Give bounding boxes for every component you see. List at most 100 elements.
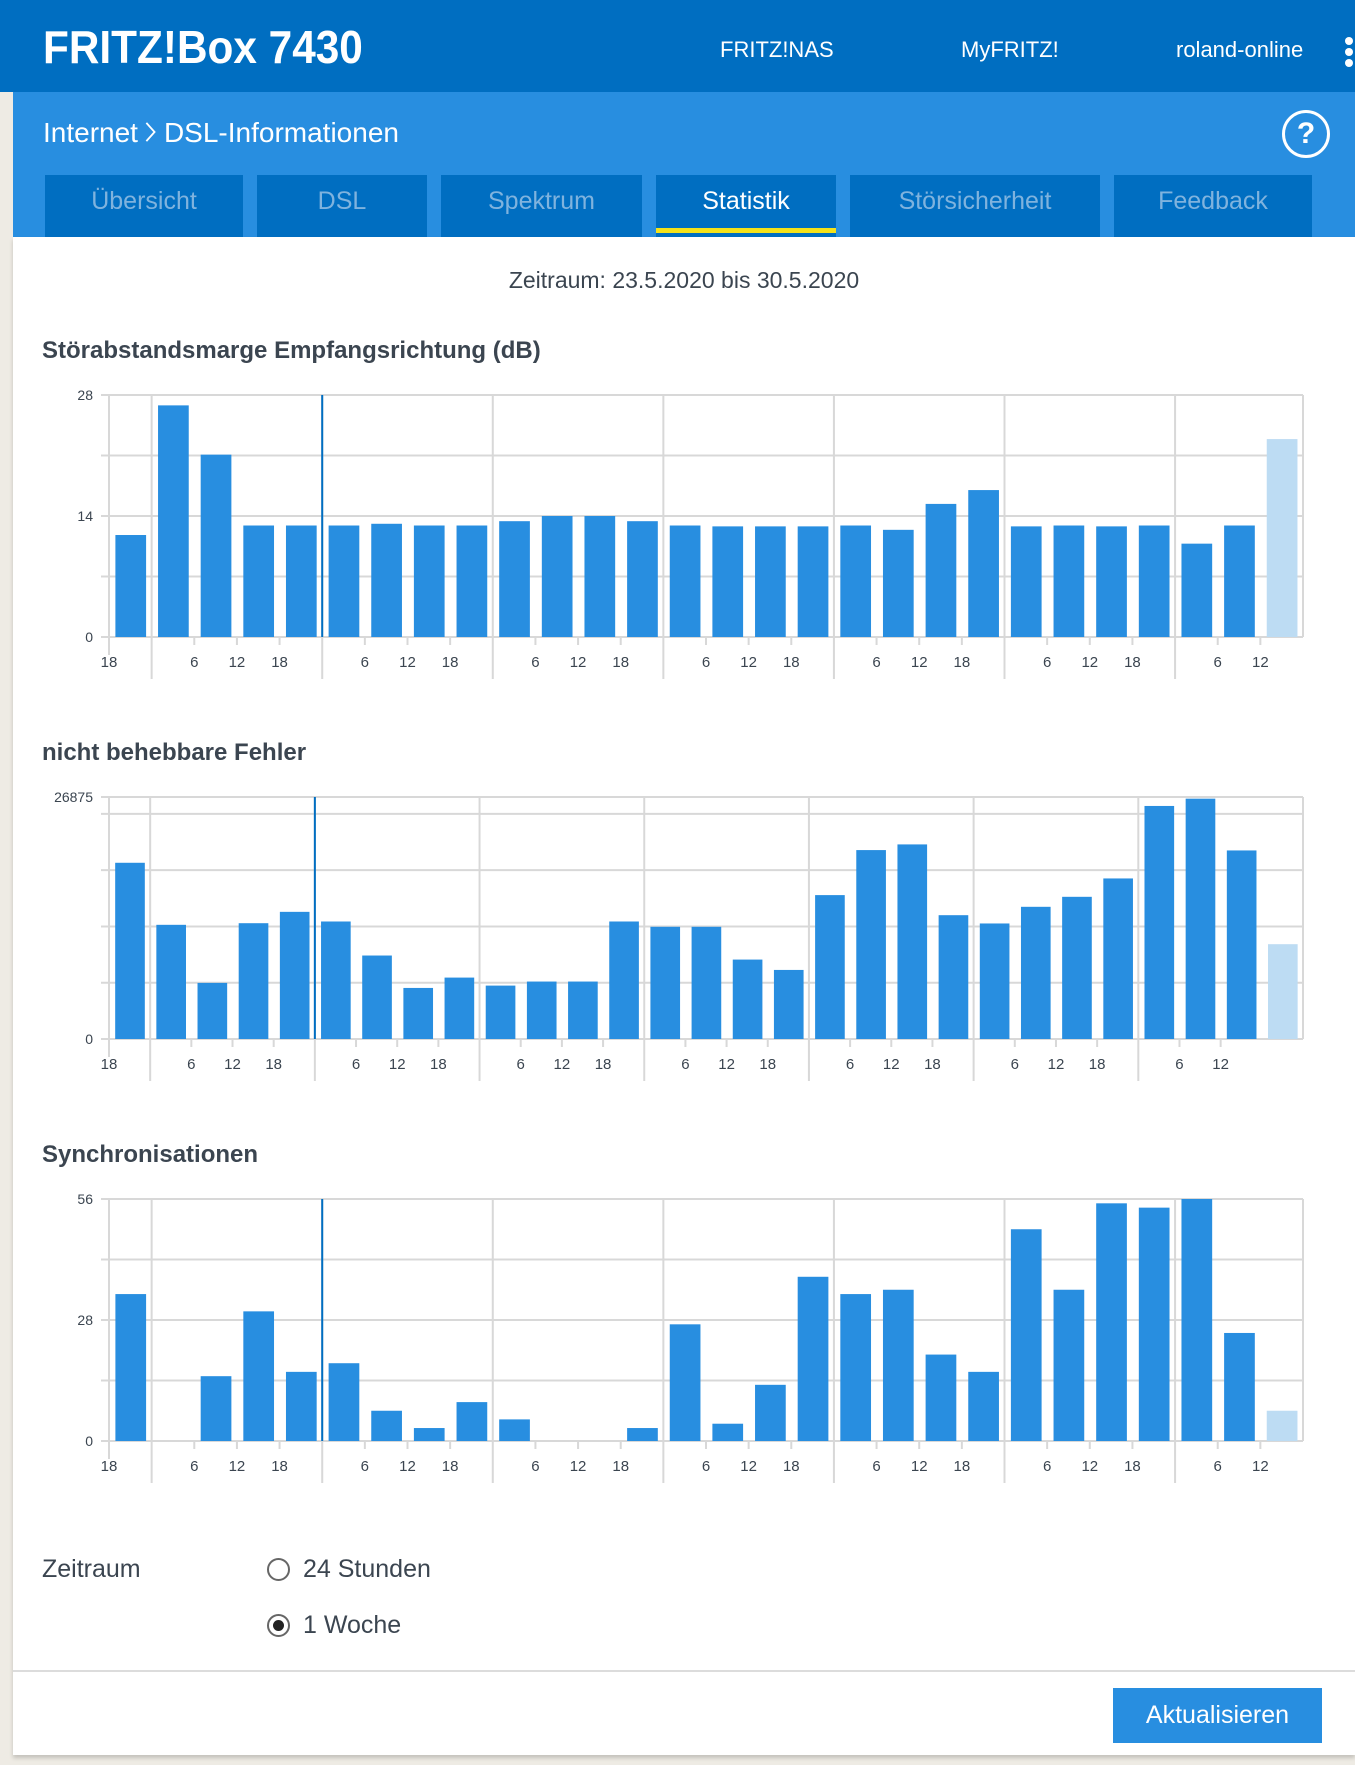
breadcrumb-parent[interactable]: Internet	[43, 117, 138, 148]
bar	[755, 1384, 786, 1441]
bar	[115, 1294, 147, 1441]
hour-tick-label: 6	[190, 654, 198, 671]
y-tick-label: 0	[85, 629, 93, 645]
hour-tick-label: 18	[101, 1056, 118, 1073]
bar	[669, 525, 701, 637]
hour-tick-label: 6	[190, 1458, 198, 1475]
hour-tick-label: 6	[1043, 1458, 1051, 1475]
chart-title-snr: Störabstandsmarge Empfangsrichtung (dB)	[42, 337, 541, 364]
hour-tick-label: 12	[229, 654, 246, 671]
myfritz-link[interactable]: MyFRITZ!	[961, 37, 1059, 62]
hour-tick-label: 6	[531, 1458, 539, 1475]
y-tick-label: 28	[77, 387, 93, 403]
chart-title-sync: Synchronisationen	[42, 1141, 259, 1168]
hour-tick-label: 18	[442, 654, 459, 671]
bar	[197, 982, 228, 1039]
chart-title-errors: nicht behebbare Fehler	[42, 739, 307, 766]
bar	[584, 516, 616, 637]
user-link[interactable]: roland-online	[1176, 37, 1304, 62]
bar	[1226, 850, 1257, 1039]
fritznas-link[interactable]: FRITZ!NAS	[720, 37, 834, 62]
y-tick-label: 14	[77, 508, 93, 524]
tab-feedback[interactable]: Feedback	[1114, 175, 1312, 237]
bar-current	[1266, 1410, 1298, 1441]
hour-tick-label: 6	[1043, 654, 1051, 671]
bar	[200, 454, 232, 637]
hour-tick-label: 18	[954, 1458, 971, 1475]
hour-tick-label: 12	[1212, 1056, 1229, 1073]
radio-1week-label[interactable]: 1 Woche	[303, 1611, 402, 1639]
bar	[413, 525, 445, 637]
bar	[243, 1311, 275, 1441]
bar	[1062, 896, 1092, 1039]
hour-tick-label: 12	[1081, 1458, 1098, 1475]
bar	[362, 955, 392, 1039]
bar	[968, 490, 999, 637]
bar	[499, 1419, 530, 1441]
hour-tick-label: 12	[570, 654, 587, 671]
bar	[321, 921, 351, 1039]
bar	[1053, 525, 1085, 637]
hour-tick-label: 18	[430, 1056, 447, 1073]
hour-tick-label: 18	[442, 1458, 459, 1475]
hour-tick-label: 18	[101, 654, 118, 671]
bar	[238, 923, 269, 1039]
radio-24h-button[interactable]	[267, 1558, 290, 1581]
tab-spektrum[interactable]: Spektrum	[441, 175, 642, 237]
chart-snr: SonntagMontagDienstagMittwochDonnerstagF…	[77, 387, 1304, 679]
bar	[979, 923, 1010, 1039]
kebab-menu-icon[interactable]	[1345, 37, 1353, 67]
hour-tick-label: 12	[911, 1458, 928, 1475]
y-tick-label: 26875	[54, 789, 93, 805]
bar	[609, 921, 639, 1039]
hour-tick-label: 12	[1048, 1056, 1065, 1073]
hour-tick-label: 18	[1124, 1458, 1141, 1475]
hour-tick-label: 18	[783, 654, 800, 671]
bar	[444, 977, 475, 1039]
content-panel: Zeitraum: 23.5.2020 bis 30.5.2020 Störab…	[13, 237, 1355, 1755]
hour-tick-label: 12	[911, 654, 928, 671]
bar	[541, 516, 573, 637]
bar	[1138, 1207, 1170, 1441]
radio-24h[interactable]: 24 Stunden	[267, 1555, 431, 1584]
bar	[1181, 543, 1213, 637]
bar	[797, 526, 829, 637]
tab-stoersicherheit[interactable]: Störsicherheit	[850, 175, 1100, 237]
bar	[371, 523, 402, 637]
bar	[1053, 1289, 1085, 1441]
bar	[403, 987, 434, 1039]
hour-tick-label: 12	[1252, 1458, 1269, 1475]
radio-24h-label[interactable]: 24 Stunden	[303, 1555, 431, 1583]
chart-sync: SonntagMontagDienstagMittwochDonnerstagF…	[77, 1191, 1304, 1483]
chevron-right-icon	[145, 122, 156, 142]
bar	[1020, 906, 1051, 1039]
bar	[815, 895, 845, 1039]
bar	[691, 926, 722, 1039]
radio-1week[interactable]: 1 Woche	[267, 1611, 401, 1640]
tab-uebersicht[interactable]: Übersicht	[45, 175, 243, 237]
hour-tick-label: 6	[361, 1458, 369, 1475]
tab-dsl[interactable]: DSL	[257, 175, 427, 237]
hour-tick-label: 12	[718, 1056, 735, 1073]
breadcrumb: Internet DSL-Informationen	[43, 117, 399, 149]
bar	[328, 525, 360, 637]
bar	[797, 1276, 829, 1441]
breadcrumb-current: DSL-Informationen	[163, 117, 399, 148]
hour-tick-label: 6	[1214, 1458, 1222, 1475]
bar	[279, 911, 310, 1039]
hour-tick-label: 18	[759, 1056, 776, 1073]
tab-statistik[interactable]: Statistik	[656, 175, 836, 237]
hour-tick-label: 6	[531, 654, 539, 671]
bar-current	[1266, 439, 1298, 637]
bar	[1144, 805, 1175, 1039]
bar	[243, 525, 275, 637]
refresh-button[interactable]: Aktualisieren	[1113, 1688, 1322, 1743]
bar	[371, 1410, 402, 1441]
help-icon[interactable]: ?	[1282, 110, 1330, 158]
bar	[712, 1423, 744, 1441]
bar	[1224, 1332, 1255, 1441]
radio-1week-button[interactable]	[267, 1614, 290, 1637]
bar	[499, 521, 530, 637]
bar	[882, 529, 914, 637]
hour-tick-label: 6	[352, 1056, 360, 1073]
